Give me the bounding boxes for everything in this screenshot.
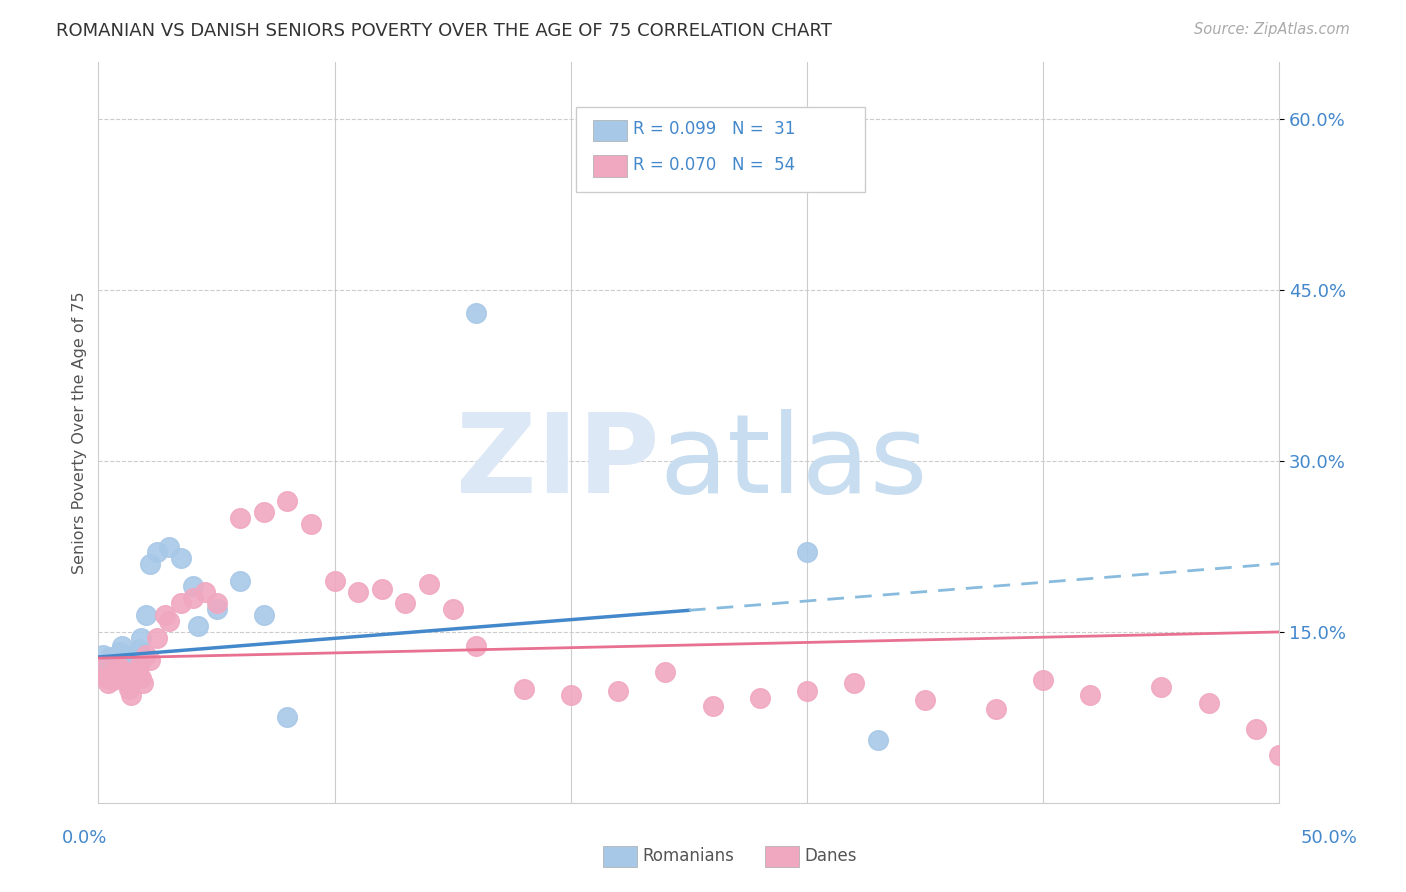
Point xyxy=(129,671,152,685)
Point xyxy=(560,688,582,702)
Text: R = 0.070   N =  54: R = 0.070 N = 54 xyxy=(633,156,794,174)
Point xyxy=(844,676,866,690)
Point xyxy=(170,597,193,611)
Point xyxy=(108,645,131,659)
Point xyxy=(299,516,322,531)
Text: Romanians: Romanians xyxy=(643,847,734,865)
Point xyxy=(796,545,818,559)
Point xyxy=(122,673,145,687)
Point xyxy=(229,574,252,588)
Point xyxy=(128,659,150,673)
Point xyxy=(607,684,630,698)
Point xyxy=(97,676,120,690)
Point xyxy=(115,676,138,690)
Point xyxy=(205,597,228,611)
Point xyxy=(866,733,889,747)
Point xyxy=(135,607,157,622)
Point xyxy=(654,665,676,679)
Point xyxy=(984,702,1007,716)
Point xyxy=(153,607,176,622)
Point xyxy=(205,602,228,616)
Point xyxy=(1244,722,1267,736)
Point xyxy=(323,574,346,588)
Text: ROMANIAN VS DANISH SENIORS POVERTY OVER THE AGE OF 75 CORRELATION CHART: ROMANIAN VS DANISH SENIORS POVERTY OVER … xyxy=(56,22,832,40)
Point xyxy=(112,659,135,673)
Point xyxy=(181,579,204,593)
Point xyxy=(132,676,155,690)
Point xyxy=(465,306,488,320)
Point xyxy=(253,607,276,622)
Point xyxy=(371,582,394,596)
Point xyxy=(97,661,120,675)
Point xyxy=(104,665,127,679)
Text: Source: ZipAtlas.com: Source: ZipAtlas.com xyxy=(1194,22,1350,37)
Point xyxy=(125,665,148,679)
Point xyxy=(101,673,124,687)
Point xyxy=(187,619,209,633)
Point xyxy=(129,631,152,645)
Point xyxy=(121,676,143,690)
Point xyxy=(139,653,162,667)
Point xyxy=(276,710,298,724)
Point xyxy=(91,648,114,662)
Point xyxy=(111,639,134,653)
Point xyxy=(98,668,121,682)
Point xyxy=(121,688,143,702)
Point xyxy=(94,671,117,685)
Text: Danes: Danes xyxy=(804,847,856,865)
Point xyxy=(157,614,180,628)
Point xyxy=(465,639,488,653)
Point xyxy=(748,691,770,706)
Point xyxy=(98,650,121,665)
Point xyxy=(101,665,124,679)
Point xyxy=(418,577,440,591)
Point xyxy=(796,684,818,698)
Point xyxy=(194,585,217,599)
Point xyxy=(1032,673,1054,687)
Point xyxy=(111,668,134,682)
Point xyxy=(125,648,148,662)
Point xyxy=(512,681,534,696)
Point xyxy=(170,550,193,565)
Point xyxy=(118,681,141,696)
Point xyxy=(91,661,114,675)
Point xyxy=(105,653,128,667)
Point xyxy=(146,631,169,645)
Point xyxy=(181,591,204,605)
Point xyxy=(146,545,169,559)
Point xyxy=(1150,680,1173,694)
Point xyxy=(105,659,128,673)
Point xyxy=(128,642,150,657)
Text: 50.0%: 50.0% xyxy=(1301,829,1357,847)
Point xyxy=(1080,688,1102,702)
Point xyxy=(115,668,138,682)
Point xyxy=(108,661,131,675)
Point xyxy=(1198,696,1220,710)
Point xyxy=(112,673,135,687)
Point xyxy=(139,557,162,571)
Point xyxy=(122,661,145,675)
Text: 0.0%: 0.0% xyxy=(62,829,107,847)
Point xyxy=(914,693,936,707)
Point xyxy=(394,597,416,611)
Point xyxy=(1268,747,1291,762)
Text: atlas: atlas xyxy=(659,409,928,516)
Point xyxy=(229,511,252,525)
Text: R = 0.099   N =  31: R = 0.099 N = 31 xyxy=(633,120,794,138)
Point xyxy=(118,673,141,687)
Point xyxy=(441,602,464,616)
Text: ZIP: ZIP xyxy=(456,409,659,516)
Point xyxy=(94,657,117,671)
Point xyxy=(253,505,276,519)
Point xyxy=(276,494,298,508)
Point xyxy=(104,671,127,685)
Point xyxy=(347,585,370,599)
Point xyxy=(702,698,724,713)
Y-axis label: Seniors Poverty Over the Age of 75: Seniors Poverty Over the Age of 75 xyxy=(72,292,87,574)
Point xyxy=(157,540,180,554)
Point xyxy=(135,648,157,662)
